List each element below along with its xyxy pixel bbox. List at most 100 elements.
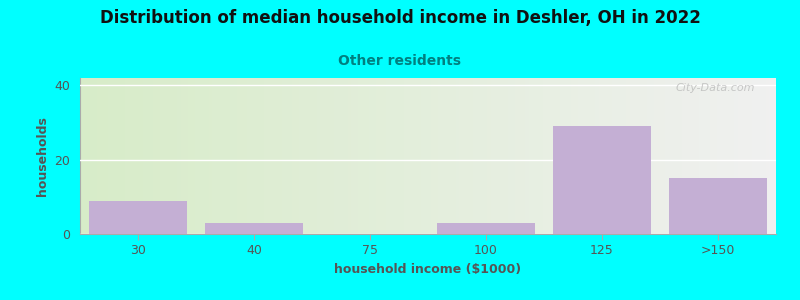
Bar xyxy=(554,78,557,234)
Bar xyxy=(167,78,170,234)
Bar xyxy=(668,78,672,234)
Bar xyxy=(693,78,696,234)
Bar xyxy=(696,78,699,234)
Bar xyxy=(334,78,338,234)
Bar xyxy=(216,78,219,234)
Bar xyxy=(710,78,714,234)
Bar xyxy=(474,78,477,234)
Bar xyxy=(462,78,466,234)
Bar xyxy=(286,78,289,234)
Bar xyxy=(682,78,686,234)
Bar xyxy=(358,78,362,234)
Bar xyxy=(585,78,588,234)
Bar xyxy=(570,78,574,234)
Bar xyxy=(233,78,237,234)
Bar xyxy=(734,78,738,234)
Bar xyxy=(302,78,306,234)
Bar xyxy=(317,78,320,234)
Bar xyxy=(446,78,449,234)
Text: Distribution of median household income in Deshler, OH in 2022: Distribution of median household income … xyxy=(99,9,701,27)
Bar xyxy=(421,78,425,234)
Bar xyxy=(390,78,394,234)
Bar xyxy=(630,78,634,234)
Bar xyxy=(626,78,630,234)
Bar xyxy=(669,178,767,234)
Bar xyxy=(310,78,313,234)
Bar xyxy=(139,78,142,234)
Bar xyxy=(118,78,122,234)
Bar xyxy=(602,78,606,234)
Bar xyxy=(376,78,379,234)
Bar xyxy=(442,78,446,234)
Bar xyxy=(494,78,498,234)
Bar xyxy=(425,78,428,234)
Bar xyxy=(678,78,682,234)
Bar xyxy=(237,78,240,234)
Bar xyxy=(345,78,348,234)
Bar xyxy=(529,78,533,234)
Bar xyxy=(490,78,494,234)
Bar xyxy=(623,78,626,234)
Bar xyxy=(609,78,613,234)
X-axis label: household income ($1000): household income ($1000) xyxy=(334,263,522,276)
Bar xyxy=(752,78,755,234)
Bar xyxy=(650,78,654,234)
Bar xyxy=(222,78,226,234)
Bar xyxy=(543,78,546,234)
Bar xyxy=(647,78,650,234)
Bar xyxy=(745,78,748,234)
Bar xyxy=(206,78,209,234)
Bar xyxy=(431,78,435,234)
Bar xyxy=(174,78,178,234)
Bar xyxy=(348,78,351,234)
Bar xyxy=(508,78,511,234)
Bar xyxy=(634,78,637,234)
Bar xyxy=(278,78,282,234)
Text: City-Data.com: City-Data.com xyxy=(676,83,755,93)
Bar xyxy=(89,201,187,234)
Bar xyxy=(581,78,585,234)
Bar xyxy=(289,78,292,234)
Bar xyxy=(470,78,474,234)
Bar xyxy=(758,78,762,234)
Bar xyxy=(122,78,126,234)
Bar xyxy=(644,78,647,234)
Bar xyxy=(87,78,90,234)
Bar xyxy=(560,78,564,234)
Bar xyxy=(414,78,418,234)
Bar xyxy=(686,78,689,234)
Bar xyxy=(243,78,247,234)
Bar xyxy=(136,78,139,234)
Bar xyxy=(198,78,202,234)
Bar xyxy=(727,78,730,234)
Bar xyxy=(254,78,258,234)
Bar xyxy=(366,78,369,234)
Bar xyxy=(706,78,710,234)
Bar xyxy=(459,78,462,234)
Bar xyxy=(769,78,773,234)
Bar xyxy=(261,78,265,234)
Bar xyxy=(115,78,118,234)
Bar xyxy=(351,78,355,234)
Bar xyxy=(553,126,651,234)
Bar xyxy=(484,78,487,234)
Bar xyxy=(132,78,136,234)
Bar xyxy=(313,78,317,234)
Bar xyxy=(394,78,397,234)
Bar xyxy=(738,78,742,234)
Bar xyxy=(230,78,233,234)
Bar xyxy=(418,78,421,234)
Bar xyxy=(671,78,675,234)
Bar xyxy=(330,78,334,234)
Bar xyxy=(595,78,598,234)
Bar xyxy=(271,78,275,234)
Bar xyxy=(157,78,160,234)
Bar xyxy=(435,78,438,234)
Bar xyxy=(184,78,188,234)
Bar xyxy=(591,78,595,234)
Bar xyxy=(90,78,94,234)
Bar xyxy=(762,78,766,234)
Bar xyxy=(265,78,268,234)
Bar xyxy=(501,78,505,234)
Bar xyxy=(126,78,129,234)
